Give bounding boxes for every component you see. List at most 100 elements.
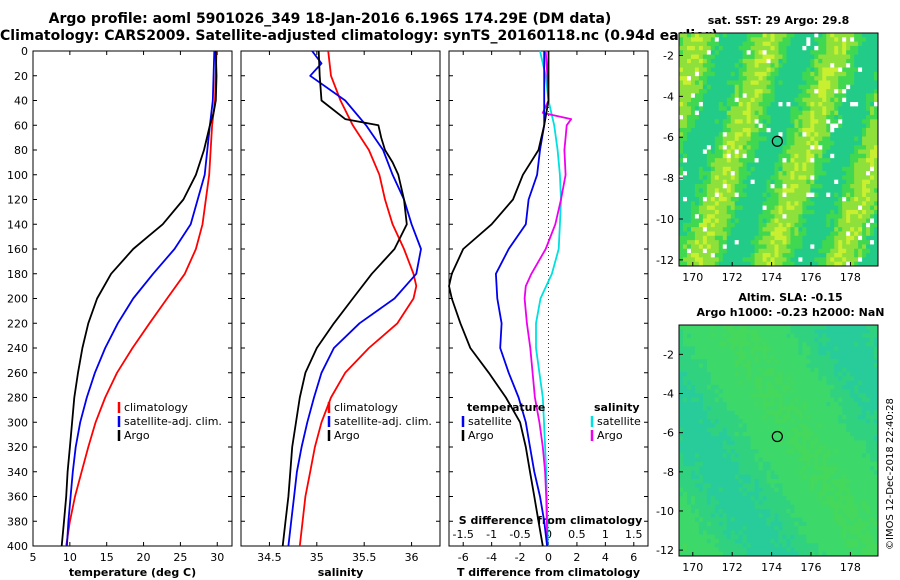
sst-map-cell [746, 175, 752, 181]
sla-map-cell [786, 414, 791, 420]
sla-map-cell [874, 376, 879, 382]
sst-map-cell [682, 80, 688, 86]
sla-map-cell [810, 359, 815, 364]
sst-map-cell [770, 166, 775, 172]
sst-map-cell [826, 257, 831, 263]
sla-map-cell [714, 372, 720, 377]
sst-map-cell [686, 253, 692, 258]
sst-map-cell [874, 58, 879, 64]
sst-map-cell [758, 192, 763, 198]
sla-map-cell [682, 449, 688, 454]
sla-map-cell [810, 406, 815, 411]
sst-map-cell [754, 145, 759, 150]
diff-legend-temp-satellite-label: satellite [468, 415, 512, 428]
sst-map-cell [854, 188, 859, 194]
sla-map-cell [754, 453, 759, 459]
sst-map-cell [758, 209, 763, 215]
sst-map-cell [738, 67, 744, 73]
sst-map-cell [794, 67, 799, 73]
sst-map-cell [746, 80, 752, 86]
sla-map-cell [679, 453, 684, 459]
sla-map-cell [726, 483, 732, 488]
sst-map-cell [814, 235, 819, 241]
sst-map-cell [698, 158, 704, 163]
sst-map-cell [802, 127, 807, 133]
sst-map-cell [774, 145, 779, 150]
sla-map-cell [766, 436, 771, 441]
sla-map-cell [766, 466, 771, 471]
sst-map-cell [774, 67, 779, 73]
sla-map-cell [742, 423, 748, 429]
sst-map-cell [794, 149, 799, 155]
sla-map-cell [762, 440, 767, 446]
sst-map-cell [866, 231, 871, 237]
sst-map-cell [714, 123, 720, 129]
sst-map-cell [786, 240, 791, 245]
sst-map-cell [679, 123, 684, 129]
sla-map-cell [718, 427, 724, 433]
sst-map-cell [850, 201, 855, 206]
sst-map-cell [746, 222, 752, 228]
sla-map-cell [874, 397, 879, 403]
sst-map-cell [738, 89, 744, 94]
sst-map-cell [786, 106, 791, 112]
sla-map-cell [706, 346, 712, 352]
sst-map-cell [822, 127, 827, 133]
tdiff-x-tick-label: 4 [602, 551, 609, 564]
sst-map-cell [698, 54, 704, 60]
sla-map-cell [834, 380, 839, 386]
sst-map-cell [766, 67, 771, 73]
sla-map-cell [679, 393, 684, 399]
sst-map-cell [682, 76, 688, 81]
sla-map-cell [722, 453, 728, 459]
sst-map-cell [790, 175, 795, 181]
sst-map-cell [874, 93, 879, 99]
sst-map-cell [870, 171, 875, 176]
sla-map-cell [702, 397, 708, 403]
sst-map-cell [786, 89, 791, 94]
sst-map-cell [806, 184, 811, 189]
sla-map-cell [846, 457, 851, 463]
sst-map-cell [742, 84, 748, 90]
sla-map-cell [774, 350, 779, 356]
sst-map-cell [806, 231, 811, 237]
sst-map-cell [722, 253, 728, 258]
sla-map-cell [694, 350, 700, 356]
sst-map-cell [742, 37, 748, 43]
sla-map-cell [858, 436, 863, 441]
sst-map-cell [830, 54, 835, 60]
sst-map-cell [702, 58, 708, 64]
sst-map-cell [834, 106, 839, 112]
sla-map-cell [874, 333, 879, 339]
sst-map-cell [750, 93, 756, 99]
sst-map-cell [838, 201, 843, 206]
sla-map-cell [790, 474, 795, 480]
sst-map-cell [786, 84, 791, 90]
sst-map-cell [806, 119, 811, 125]
sst-map-cell [782, 253, 787, 258]
sst-map-cell [786, 171, 791, 176]
sst-map-cell [834, 80, 839, 86]
sla-map-cell [778, 384, 783, 390]
salinity-diff-satellite-line [535, 50, 562, 547]
sla-map-cell [690, 342, 696, 347]
sla-map-cell [686, 329, 692, 334]
sst-map-cell [734, 201, 740, 206]
sla-map-cell [710, 431, 716, 437]
sst-map-cell [722, 54, 728, 60]
sst-map-cell [794, 171, 799, 176]
sst-map-cell [858, 114, 863, 120]
sst-map-cell [790, 33, 795, 38]
sla-map-cell [770, 329, 775, 334]
sla-map-cell [874, 359, 879, 364]
sst-map-cell [706, 235, 712, 241]
sst-map-cell [818, 248, 823, 254]
sst-map-cell [822, 71, 827, 77]
sst-map-cell [698, 162, 704, 168]
sla-map-cell [850, 479, 855, 484]
sst-map-cell [826, 162, 831, 168]
sst-map-cell [826, 209, 831, 215]
temperature-x-tick-label: 15 [100, 551, 114, 564]
sst-map-cell [726, 41, 732, 47]
sla-map-cell [834, 419, 839, 424]
